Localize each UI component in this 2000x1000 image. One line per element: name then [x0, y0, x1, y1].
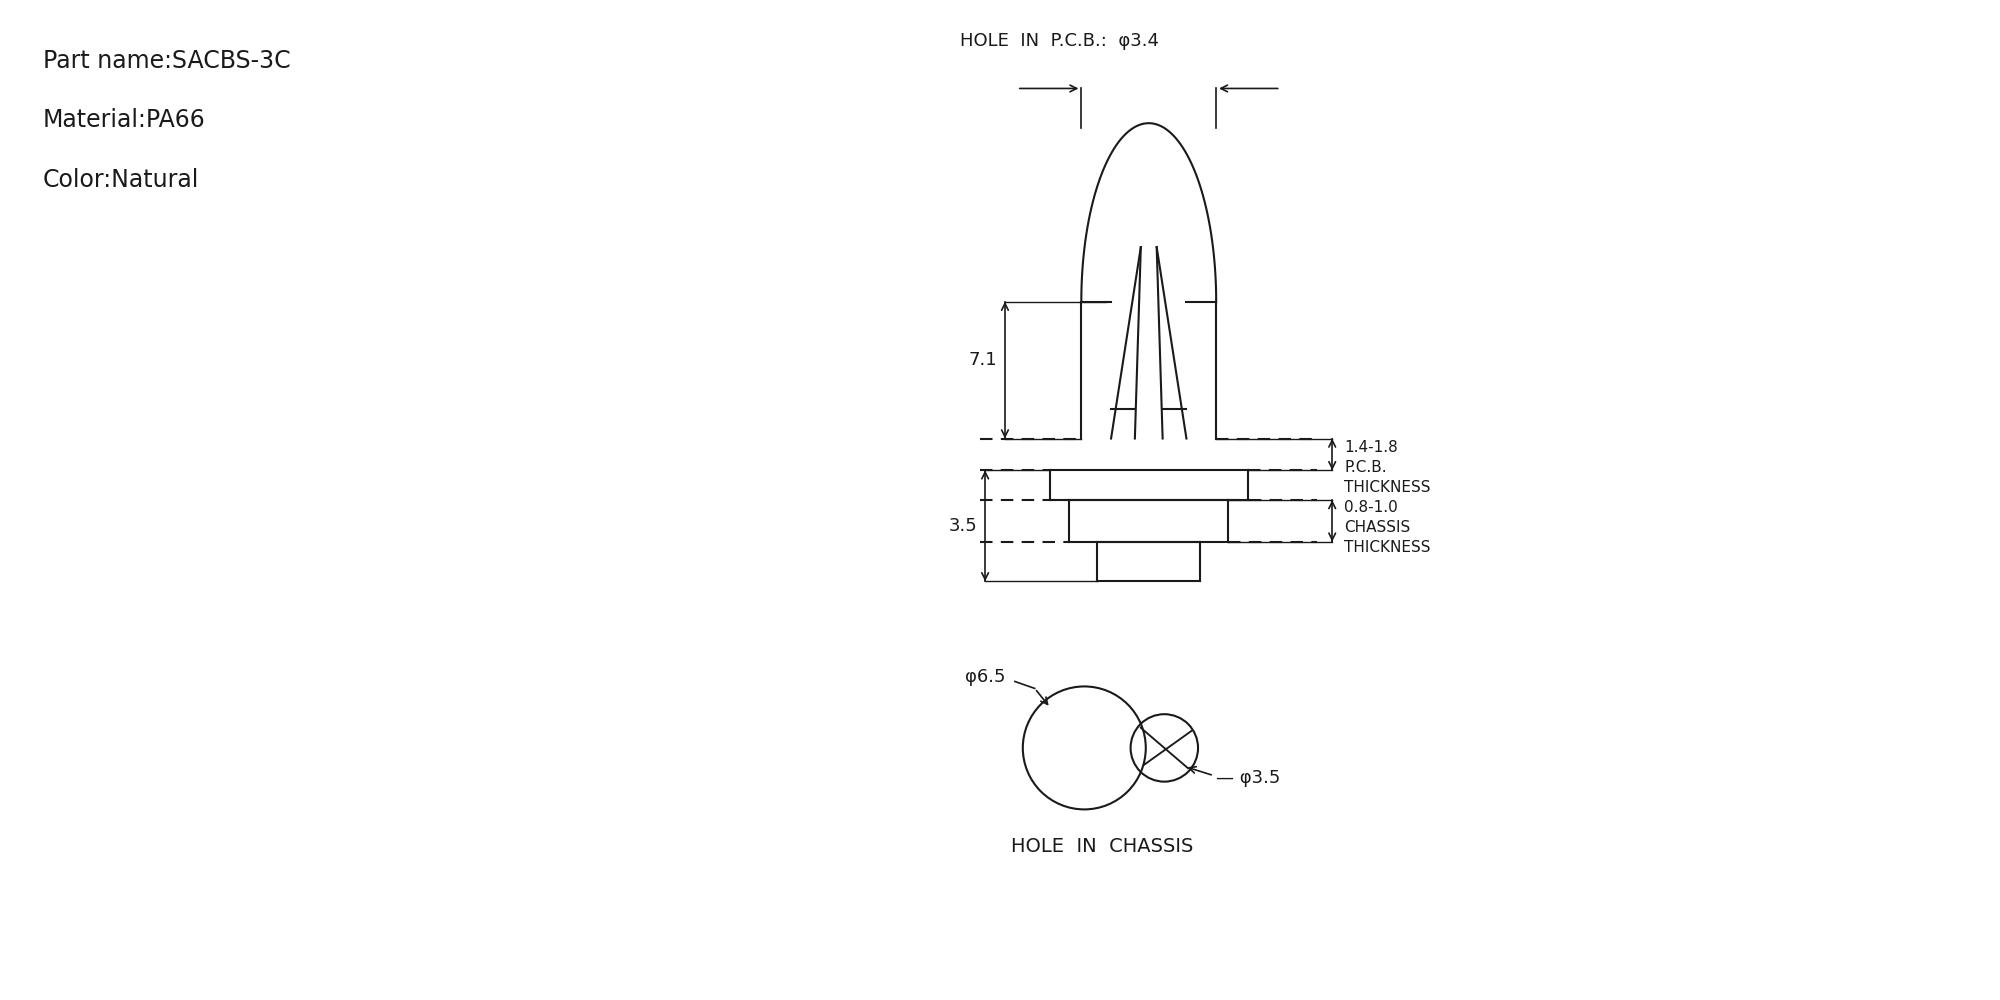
Text: HOLE  IN  P.C.B.:  φ3.4: HOLE IN P.C.B.: φ3.4 — [960, 32, 1160, 50]
Text: HOLE  IN  CHASSIS: HOLE IN CHASSIS — [1010, 837, 1194, 856]
Text: — φ3.5: — φ3.5 — [1216, 769, 1280, 787]
Text: φ6.5: φ6.5 — [966, 668, 1006, 686]
Text: THICKNESS: THICKNESS — [1344, 540, 1430, 555]
Text: Part name:SACBS-3C: Part name:SACBS-3C — [44, 49, 290, 73]
Text: Material:PA66: Material:PA66 — [44, 108, 206, 132]
Text: 1.4-1.8: 1.4-1.8 — [1344, 440, 1398, 455]
Text: P.C.B.: P.C.B. — [1344, 460, 1386, 475]
Text: Color:Natural: Color:Natural — [44, 168, 200, 192]
Text: 7.1: 7.1 — [968, 351, 998, 369]
Text: CHASSIS: CHASSIS — [1344, 520, 1410, 535]
Text: THICKNESS: THICKNESS — [1344, 480, 1430, 495]
Text: 0.8-1.0: 0.8-1.0 — [1344, 500, 1398, 515]
Text: 3.5: 3.5 — [948, 517, 978, 535]
